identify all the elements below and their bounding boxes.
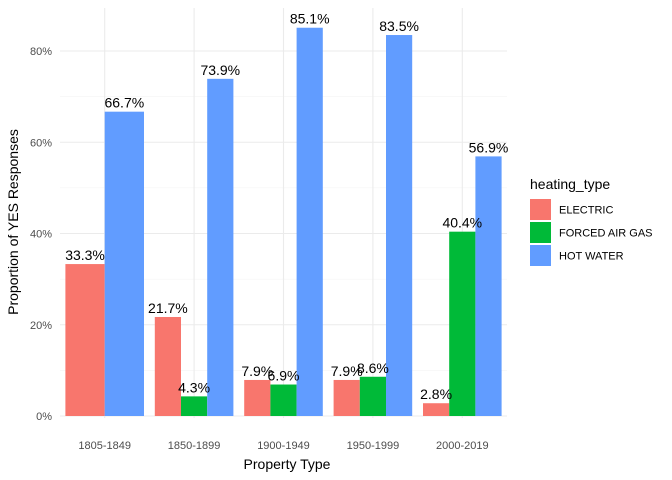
legend-key	[530, 199, 551, 220]
bar-hot-water	[207, 78, 234, 417]
bar-forced-air-gas	[270, 384, 297, 416]
bar-electric	[423, 403, 450, 416]
bar-electric	[333, 379, 360, 416]
y-axis-ticks: 0% 20% 40% 60% 80%	[30, 46, 52, 423]
legend-key	[530, 245, 551, 266]
bar-hot-water	[475, 156, 502, 417]
bars	[65, 27, 502, 417]
bar-forced-air-gas	[449, 231, 476, 416]
bar-hot-water	[104, 111, 144, 417]
data-label: 7.9%	[331, 363, 363, 379]
bar-electric	[244, 379, 271, 416]
legend-title: heating_type	[530, 176, 610, 192]
data-label: 2.8%	[420, 386, 452, 402]
y-tick-label: 80%	[30, 46, 52, 58]
x-tick-label: 1850-1899	[168, 440, 221, 452]
x-axis-title: Property Type	[244, 456, 331, 472]
bar-forced-air-gas	[359, 376, 386, 416]
data-label: 33.3%	[65, 247, 105, 263]
data-label: 4.3%	[178, 379, 210, 395]
y-tick-label: 20%	[30, 320, 52, 332]
data-labels: 33.3%66.7%21.7%4.3%73.9%7.9%6.9%85.1%7.9…	[65, 11, 508, 402]
data-label: 66.7%	[104, 95, 144, 111]
legend-label: HOT WATER	[559, 251, 624, 263]
x-tick-label: 1950-1999	[347, 440, 400, 452]
legend: heating_type ELECTRIC FORCED AIR GAS HOT W…	[530, 176, 653, 266]
legend-key	[530, 222, 551, 243]
data-label: 6.9%	[268, 368, 300, 384]
data-label: 40.4%	[442, 215, 482, 231]
data-label: 21.7%	[148, 300, 188, 316]
bar-hot-water	[386, 35, 413, 416]
x-tick-label: 1900-1949	[257, 440, 310, 452]
data-label: 56.9%	[469, 139, 509, 155]
data-label: 7.9%	[241, 363, 273, 379]
bar-electric	[65, 264, 105, 416]
data-label: 85.1%	[290, 11, 330, 27]
bar-hot-water	[296, 27, 323, 416]
data-label: 8.6%	[357, 360, 389, 376]
y-tick-label: 0%	[36, 411, 52, 423]
legend-label: ELECTRIC	[559, 205, 613, 217]
legend-label: FORCED AIR GAS	[559, 228, 653, 240]
x-axis-ticks: 1805-1849 1850-1899 1900-1949 1950-1999 2000…	[78, 440, 488, 452]
bar-electric	[154, 316, 181, 416]
y-axis-title: Proportion of YES Responses	[5, 129, 21, 315]
x-tick-label: 2000-2019	[436, 440, 489, 452]
data-label: 73.9%	[200, 62, 240, 78]
y-tick-label: 60%	[30, 137, 52, 149]
y-tick-label: 40%	[30, 229, 52, 241]
x-tick-label: 1805-1849	[78, 440, 131, 452]
bar-forced-air-gas	[181, 396, 208, 416]
data-label: 83.5%	[379, 18, 419, 34]
